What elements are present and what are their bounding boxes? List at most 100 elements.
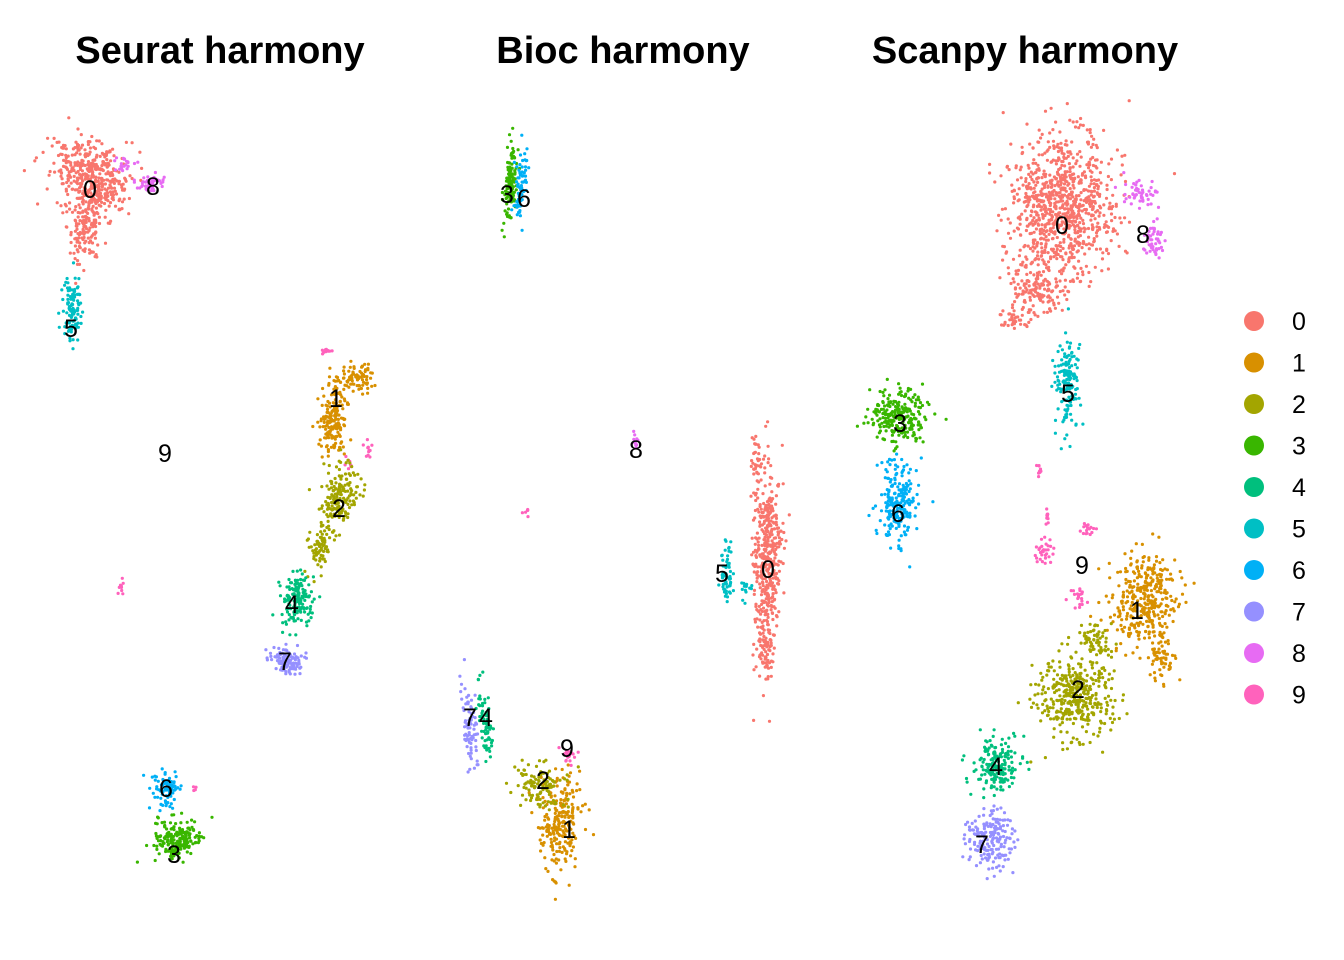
data-point bbox=[1035, 176, 1039, 180]
data-point bbox=[1020, 279, 1024, 283]
data-point bbox=[542, 760, 546, 764]
data-point bbox=[1151, 193, 1155, 197]
data-point bbox=[1065, 211, 1069, 215]
data-point bbox=[307, 619, 311, 623]
data-point bbox=[1106, 252, 1111, 256]
data-point bbox=[140, 181, 144, 185]
data-point bbox=[1092, 178, 1096, 182]
data-point bbox=[169, 780, 173, 784]
data-point bbox=[1025, 324, 1029, 329]
data-point bbox=[1025, 224, 1029, 228]
data-point bbox=[1024, 194, 1029, 198]
data-point bbox=[476, 677, 480, 682]
data-point bbox=[753, 542, 757, 546]
data-point bbox=[862, 421, 866, 425]
data-point bbox=[328, 507, 332, 511]
data-point bbox=[264, 648, 268, 652]
data-point bbox=[875, 435, 879, 439]
data-point bbox=[163, 824, 167, 828]
data-point bbox=[1034, 227, 1038, 231]
data-point bbox=[763, 508, 767, 512]
data-point bbox=[72, 293, 76, 297]
data-point bbox=[1129, 202, 1133, 206]
data-point bbox=[775, 615, 779, 619]
data-point bbox=[334, 481, 338, 485]
data-point bbox=[762, 501, 766, 506]
data-point bbox=[1064, 214, 1068, 218]
data-point bbox=[283, 600, 287, 604]
data-point bbox=[288, 587, 292, 592]
data-point bbox=[1128, 195, 1132, 199]
data-point bbox=[342, 365, 346, 369]
data-point bbox=[920, 382, 925, 386]
data-point bbox=[1157, 256, 1161, 260]
data-point bbox=[729, 540, 733, 544]
data-point bbox=[883, 410, 888, 414]
data-point bbox=[1060, 348, 1064, 352]
data-point bbox=[304, 576, 308, 580]
data-point bbox=[758, 524, 762, 528]
data-point bbox=[293, 588, 297, 592]
data-point bbox=[161, 841, 165, 846]
data-point bbox=[893, 467, 897, 471]
data-point bbox=[1012, 229, 1016, 233]
data-point bbox=[634, 443, 638, 447]
data-point bbox=[742, 581, 746, 586]
data-point bbox=[1090, 213, 1094, 217]
data-point bbox=[1063, 408, 1067, 412]
data-point bbox=[333, 385, 337, 389]
data-point bbox=[1074, 204, 1078, 209]
data-point bbox=[34, 156, 39, 160]
data-point bbox=[1053, 205, 1057, 209]
data-point bbox=[77, 190, 81, 194]
data-point bbox=[1137, 206, 1142, 210]
data-point bbox=[63, 332, 67, 336]
data-point bbox=[520, 793, 525, 797]
data-point bbox=[174, 822, 178, 826]
data-point bbox=[66, 293, 70, 297]
data-point bbox=[724, 539, 728, 543]
data-point bbox=[931, 500, 935, 504]
data-point bbox=[895, 405, 899, 409]
data-point bbox=[172, 797, 176, 802]
data-point bbox=[327, 527, 331, 532]
data-point bbox=[490, 744, 494, 748]
data-point bbox=[1042, 310, 1046, 314]
data-point bbox=[560, 815, 564, 819]
data-point bbox=[309, 590, 313, 594]
data-point bbox=[772, 527, 777, 531]
data-point bbox=[1014, 315, 1018, 319]
data-point bbox=[159, 802, 163, 807]
data-point bbox=[1040, 187, 1044, 191]
data-point bbox=[1018, 248, 1022, 252]
data-point bbox=[1070, 246, 1075, 250]
data-point bbox=[83, 247, 87, 251]
data-point bbox=[1099, 206, 1103, 210]
data-point bbox=[1063, 179, 1068, 183]
data-point bbox=[1055, 295, 1060, 299]
data-point bbox=[180, 811, 184, 815]
data-point bbox=[98, 191, 103, 195]
data-point bbox=[511, 146, 515, 151]
data-point bbox=[1058, 211, 1062, 215]
data-point bbox=[61, 297, 65, 302]
panel-scanpy-points bbox=[855, 99, 1196, 881]
data-point bbox=[525, 158, 529, 163]
data-point bbox=[754, 465, 758, 469]
data-point bbox=[1012, 201, 1016, 205]
data-point bbox=[1092, 237, 1096, 241]
data-point bbox=[87, 241, 91, 245]
data-point bbox=[294, 667, 298, 671]
data-point bbox=[768, 579, 773, 583]
data-point bbox=[1027, 284, 1031, 288]
data-point bbox=[294, 608, 298, 612]
data-point bbox=[1040, 132, 1044, 136]
data-point bbox=[78, 206, 82, 210]
data-point bbox=[566, 763, 570, 767]
data-point bbox=[767, 557, 771, 561]
data-point bbox=[348, 461, 352, 465]
data-point bbox=[1025, 272, 1029, 276]
data-point bbox=[142, 176, 146, 180]
data-point bbox=[278, 650, 282, 655]
panel-seurat-points bbox=[22, 116, 377, 864]
